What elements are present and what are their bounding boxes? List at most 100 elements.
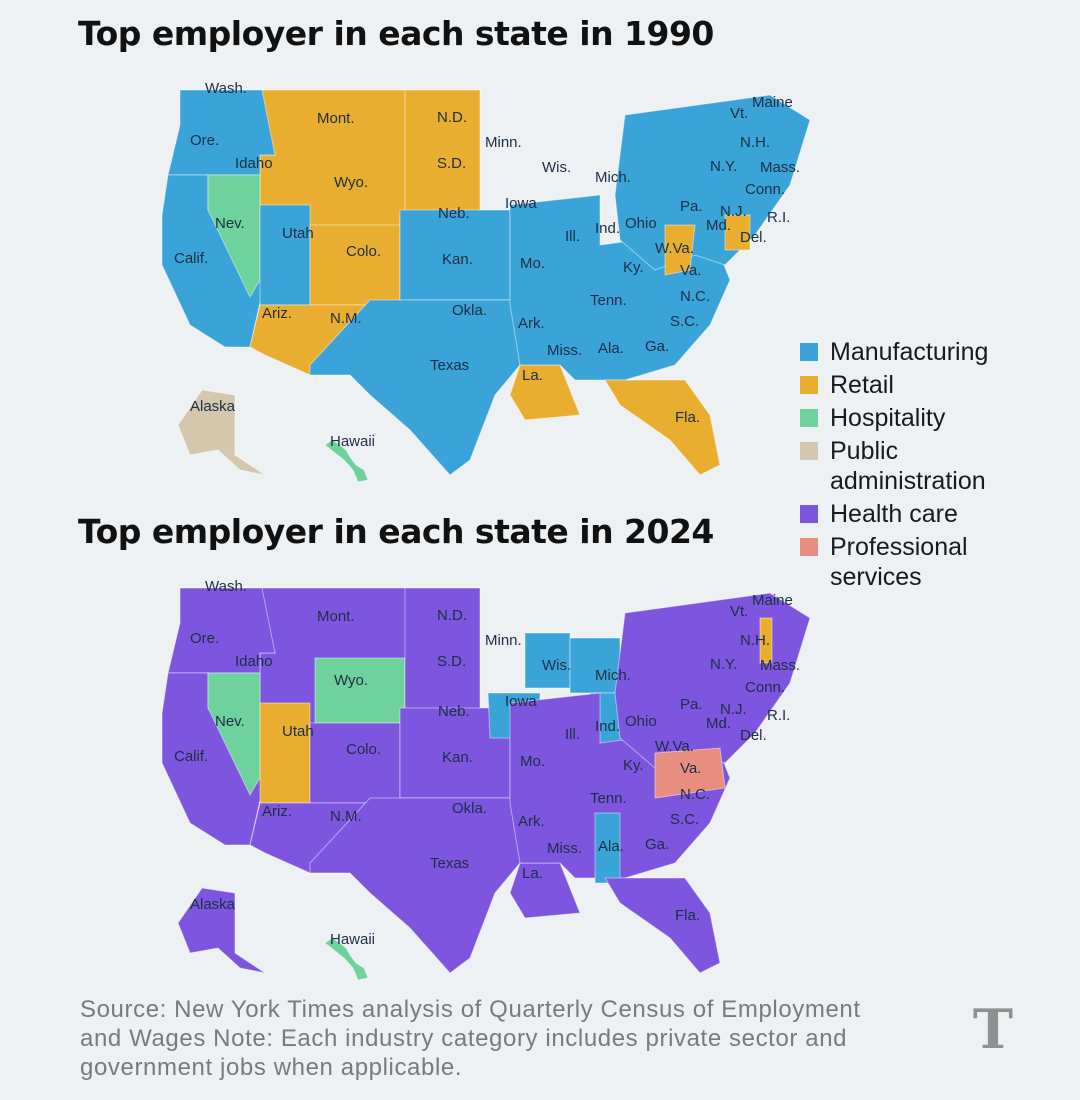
legend-label: Health care bbox=[830, 500, 958, 528]
region-hawaii bbox=[324, 439, 369, 483]
state-label: Wyo. bbox=[334, 672, 368, 689]
state-label: Ala. bbox=[598, 340, 624, 357]
state-label: N.M. bbox=[330, 310, 362, 327]
state-label: Iowa bbox=[505, 693, 537, 710]
state-label: Calif. bbox=[174, 748, 208, 765]
state-label: Ill. bbox=[565, 726, 580, 743]
state-label: R.I. bbox=[767, 209, 790, 226]
state-label: Mo. bbox=[520, 753, 545, 770]
state-label: Md. bbox=[706, 715, 731, 732]
state-label: N.Y. bbox=[710, 656, 737, 673]
state-label: Mo. bbox=[520, 255, 545, 272]
region-florida bbox=[604, 379, 721, 476]
us-map-1990: Wash. Ore. Calif. Idaho Nev. Utah Ariz. Mont. Wy… bbox=[161, 80, 811, 483]
state-label: N.M. bbox=[330, 808, 362, 825]
state-label: Utah bbox=[282, 723, 314, 740]
state-label: Maine bbox=[752, 592, 793, 609]
legend-label: Manufacturing bbox=[830, 338, 989, 366]
state-label: Tenn. bbox=[590, 292, 627, 309]
state-label: Pa. bbox=[680, 696, 703, 713]
map-title-1990: Top employer in each state in 1990 bbox=[78, 14, 714, 53]
region-michigan bbox=[569, 637, 621, 694]
state-label: Miss. bbox=[547, 840, 582, 857]
state-label: Ky. bbox=[623, 757, 644, 774]
legend-item-manufacturing: Manufacturing bbox=[800, 337, 1070, 367]
region-wyoming bbox=[314, 657, 406, 724]
legend-swatch bbox=[800, 442, 818, 460]
state-label: Idaho bbox=[235, 653, 273, 670]
state-label: Ala. bbox=[598, 838, 624, 855]
region-mountain bbox=[309, 224, 401, 306]
state-label: Md. bbox=[706, 217, 731, 234]
svg-text:T: T bbox=[973, 998, 1013, 1058]
state-label: N.J. bbox=[720, 701, 747, 718]
state-label: La. bbox=[522, 865, 543, 882]
state-label: Ohio bbox=[625, 215, 657, 232]
state-label: Ky. bbox=[623, 259, 644, 276]
nyt-logo-icon: T bbox=[973, 998, 1013, 1058]
state-label: N.C. bbox=[680, 786, 710, 803]
state-label: Ariz. bbox=[262, 803, 292, 820]
state-label: Mass. bbox=[760, 657, 800, 674]
state-label: Hawaii bbox=[330, 433, 375, 450]
map-title-2024: Top employer in each state in 2024 bbox=[78, 512, 714, 551]
state-label: Mich. bbox=[595, 169, 631, 186]
state-label: Vt. bbox=[730, 603, 748, 620]
state-label: Ga. bbox=[645, 836, 669, 853]
region-pnw bbox=[167, 587, 276, 674]
state-label: Wyo. bbox=[334, 174, 368, 191]
legend-label: Hospitality bbox=[830, 404, 946, 432]
legend: Manufacturing Retail Hospitality Public … bbox=[800, 337, 1070, 595]
legend-swatch bbox=[800, 538, 818, 556]
state-regions bbox=[161, 587, 811, 981]
state-label: Mont. bbox=[317, 608, 355, 625]
legend-item-retail: Retail bbox=[800, 370, 1070, 400]
state-label: Ohio bbox=[625, 713, 657, 730]
state-label: Ark. bbox=[518, 315, 545, 332]
legend-label: Public administration bbox=[830, 437, 986, 495]
state-label: La. bbox=[522, 367, 543, 384]
legend-item-health-care: Health care bbox=[800, 499, 1070, 529]
region-alaska bbox=[177, 389, 266, 476]
state-label: Kan. bbox=[442, 749, 473, 766]
state-label: Colo. bbox=[346, 243, 381, 260]
legend-item-hospitality: Hospitality bbox=[800, 403, 1070, 433]
state-label: Nev. bbox=[215, 713, 245, 730]
region-hawaii bbox=[324, 937, 369, 981]
state-label: Hawaii bbox=[330, 931, 375, 948]
legend-swatch bbox=[800, 409, 818, 427]
state-label: Calif. bbox=[174, 250, 208, 267]
state-label: Mont. bbox=[317, 110, 355, 127]
state-label: Alaska bbox=[190, 398, 236, 415]
state-label: N.Y. bbox=[710, 158, 737, 175]
region-utah bbox=[259, 204, 311, 306]
source-note: Source: New York Times analysis of Quart… bbox=[80, 996, 861, 1081]
legend-swatch bbox=[800, 376, 818, 394]
state-label: W.Va. bbox=[655, 738, 694, 755]
legend-swatch bbox=[800, 505, 818, 523]
state-label: Idaho bbox=[235, 155, 273, 172]
state-label: Ore. bbox=[190, 132, 219, 149]
region-alaska bbox=[177, 887, 266, 974]
state-label: Wash. bbox=[205, 80, 247, 97]
state-label: Wis. bbox=[542, 159, 571, 176]
state-label: S.C. bbox=[670, 811, 699, 828]
state-label: Wis. bbox=[542, 657, 571, 674]
state-label: Iowa bbox=[505, 195, 537, 212]
state-label: Kan. bbox=[442, 251, 473, 268]
state-label: Minn. bbox=[485, 134, 522, 151]
state-label: N.C. bbox=[680, 288, 710, 305]
state-label: Colo. bbox=[346, 741, 381, 758]
region-mountain bbox=[309, 722, 401, 804]
state-label: Nev. bbox=[215, 215, 245, 232]
state-label: Okla. bbox=[452, 302, 487, 319]
legend-swatch bbox=[800, 343, 818, 361]
state-label: N.D. bbox=[437, 109, 467, 126]
state-label: N.H. bbox=[740, 134, 770, 151]
state-label: Ore. bbox=[190, 630, 219, 647]
state-label: Mass. bbox=[760, 159, 800, 176]
state-label: S.D. bbox=[437, 155, 466, 172]
region-utah bbox=[259, 702, 311, 804]
state-label: Ind. bbox=[595, 718, 620, 735]
legend-label: Retail bbox=[830, 371, 894, 399]
